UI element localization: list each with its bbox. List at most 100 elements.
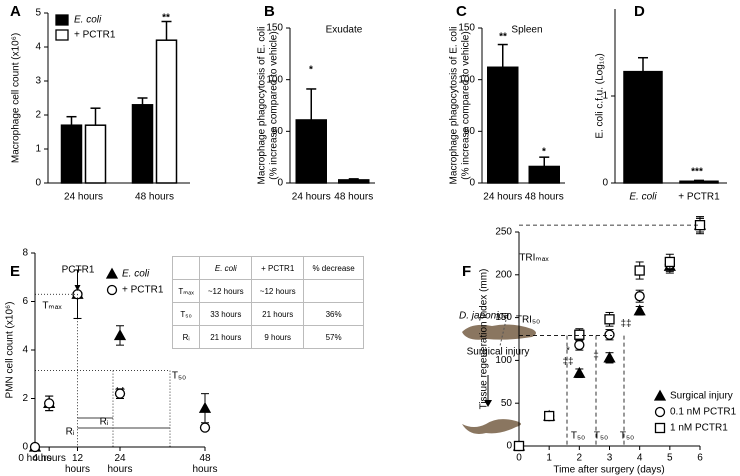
panel-label: B (264, 3, 275, 20)
annotation: D. japonica (459, 311, 509, 322)
annotation: TRI₅₀ (516, 315, 540, 326)
x-tick-label: 3 (607, 453, 613, 464)
annotation: ‡‡ (562, 357, 573, 368)
bar (295, 119, 327, 184)
annotation: Tₘₐₓ (42, 301, 62, 312)
y-tick-label: 150 (458, 23, 475, 34)
y-tick-label: 100 (266, 74, 283, 85)
table-header: + PCTR1 (251, 256, 305, 280)
point (29, 441, 41, 453)
annotation: * (542, 147, 546, 158)
table-row: E. coli + PCTR1% decrease (171, 256, 364, 280)
point (113, 329, 127, 341)
point (604, 329, 615, 340)
point (199, 422, 211, 433)
y-tick-label: 0 (22, 442, 28, 453)
point (574, 329, 585, 340)
table-cell: 21 hours (251, 302, 305, 326)
y-tick-label: 100 (495, 355, 512, 366)
y-tick-label: 4 (35, 42, 41, 53)
chart-title: Spleen (511, 25, 542, 36)
bar (338, 179, 370, 184)
x-tick-label: 4 hours (32, 453, 66, 464)
y-tick-label: 100 (458, 74, 475, 85)
y-tick-label: 0 (35, 178, 41, 189)
legend-label: + PCTR1 (122, 285, 164, 296)
annotation: T₅₀ (172, 371, 186, 382)
x-tick-label: 12 hours (64, 453, 90, 475)
annotation: ‡‡ (620, 319, 631, 330)
table-cell (171, 256, 201, 280)
x-tick-label: 24 hours (64, 192, 103, 203)
x-tick-label: 4 (637, 453, 643, 464)
bar (155, 39, 178, 184)
y-axis-label: Macrophage phagocytosis of E. coli (257, 27, 268, 185)
y-tick-label: 0 (506, 441, 512, 452)
legend-swatch (55, 14, 69, 26)
x-tick-label: 24 hours (107, 453, 133, 475)
legend-marker (106, 284, 118, 296)
point (603, 351, 616, 363)
y-tick-label: 5 (35, 8, 41, 19)
bar (623, 70, 663, 184)
y-axis-label: Macrophage cell count (x10⁶) (11, 33, 22, 163)
table-header: E. coli (199, 256, 253, 280)
table-cell: 21 hours (199, 325, 253, 349)
panel-label: E (10, 263, 20, 280)
legend-label: + PCTR1 (74, 30, 116, 41)
x-tick-label: 48 hours (135, 192, 174, 203)
annotation: T₅₀ (571, 431, 585, 442)
annotation: * (309, 65, 313, 76)
point (664, 256, 675, 268)
point (633, 304, 646, 316)
y-tick-label: 0 (602, 178, 608, 189)
point (44, 398, 55, 409)
bar (60, 124, 83, 184)
x-tick-label: + PCTR1 (678, 192, 720, 203)
table-row: Tₘₐₓ ~12 hours ~12 hours (171, 279, 364, 303)
y-axis-label: (% increase compared to vehicle) (269, 31, 280, 179)
table-cell (303, 279, 364, 303)
table-row: Rᵢ 21 hours 9 hours 57% (171, 325, 364, 349)
annotation: Rᵢ (100, 417, 109, 428)
table-cell: ~12 hours (251, 279, 305, 303)
x-tick-label: 0 hours (18, 453, 52, 464)
annotation: T₅₀ (594, 431, 608, 442)
legend-marker (653, 389, 667, 401)
point (634, 291, 645, 302)
y-tick-label: 6 (22, 296, 28, 307)
y-axis-label: PMN cell count (x10⁶) (5, 302, 16, 399)
bar (131, 104, 154, 184)
panel-label: C (456, 3, 467, 20)
table-cell: 36% (303, 302, 364, 326)
panel-label: A (10, 3, 21, 20)
panel-label: D (634, 3, 645, 20)
point (114, 388, 126, 399)
x-tick-label: 6 (697, 453, 703, 464)
legend-label: 0.1 nM PCTR1 (670, 407, 737, 418)
legend-marker (654, 406, 666, 418)
bar (84, 124, 107, 184)
legend-label: E. coli (122, 269, 150, 280)
annotation: T₅₀ (620, 431, 634, 442)
y-tick-label: 3 (35, 76, 41, 87)
x-tick-label: 24 hours (483, 192, 522, 203)
point (198, 401, 212, 413)
legend-label: E. coli (74, 15, 102, 26)
legend-marker (654, 422, 666, 434)
annotation: TRIₘₐₓ (519, 253, 549, 264)
y-tick-label: 2 (35, 110, 41, 121)
legend-label: Surgical injury (670, 391, 733, 402)
y-tick-label: 50 (464, 126, 476, 137)
bar (487, 66, 519, 184)
y-axis-label: (% increase compared to vehicle) (461, 31, 472, 179)
annotation: * (566, 346, 570, 357)
y-tick-label: 8 (22, 248, 28, 259)
table-cell: 33 hours (199, 302, 253, 326)
x-tick-label: 48 hours (525, 192, 564, 203)
annotation: *** (691, 167, 703, 178)
table-cell: ~12 hours (199, 279, 253, 303)
y-tick-label: 50 (501, 398, 513, 409)
